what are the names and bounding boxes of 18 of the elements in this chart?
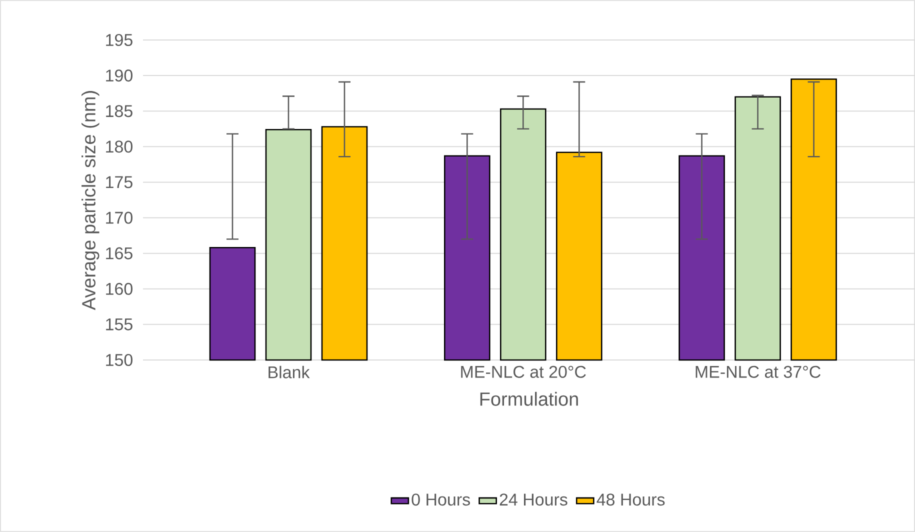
y-tick-label: 195 — [106, 34, 132, 46]
x-tick-label: Blank — [268, 366, 310, 378]
legend-label: 0 Hours — [412, 494, 470, 506]
y-tick-label: 155 — [106, 318, 132, 330]
y-tick-label: 170 — [106, 212, 132, 224]
y-tick-label: 180 — [106, 140, 132, 153]
x-axis-title: Formulation — [480, 392, 578, 406]
y-tick-label: 190 — [106, 70, 132, 82]
x-tick-label: ME-NLC at 20°C — [461, 366, 586, 378]
y-tick-label: 185 — [106, 105, 132, 118]
y-tick-label: 165 — [106, 247, 132, 260]
y-tick-label: 160 — [106, 282, 132, 295]
y-tick-label: 175 — [106, 176, 132, 188]
x-tick-label: ME-NLC at 37°C — [696, 366, 821, 378]
legend-label: 24 Hours — [500, 494, 568, 506]
y-tick-label: 150 — [106, 354, 132, 366]
y-axis-title: Average particle size (nm) — [82, 91, 100, 310]
legend-label: 48 Hours — [596, 494, 665, 506]
